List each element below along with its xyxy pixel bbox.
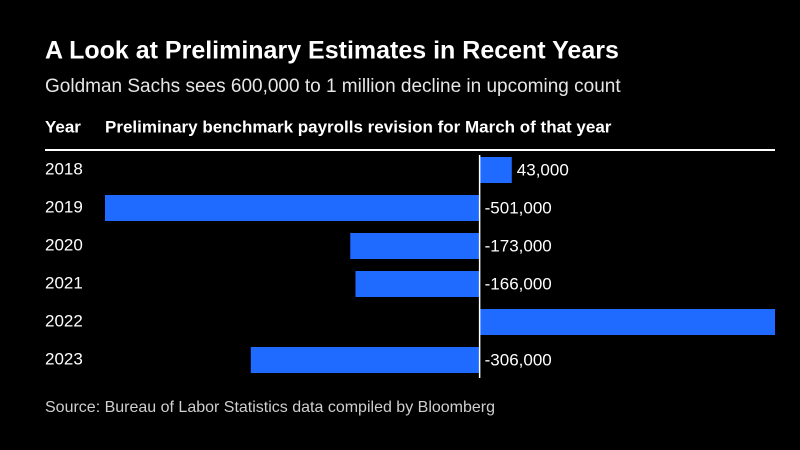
bar bbox=[105, 195, 480, 221]
value-label: -306,000 bbox=[485, 350, 552, 369]
chart-subtitle: Goldman Sachs sees 600,000 to 1 million … bbox=[45, 76, 621, 97]
category-header: Year bbox=[45, 117, 81, 136]
bar bbox=[355, 271, 480, 297]
bar bbox=[250, 347, 480, 373]
bar bbox=[479, 157, 512, 183]
value-label: -173,000 bbox=[485, 236, 552, 255]
value-label: -501,000 bbox=[485, 198, 552, 217]
y-tick-label: 2023 bbox=[45, 349, 83, 368]
bar bbox=[479, 309, 775, 335]
y-tick-label: 2020 bbox=[45, 235, 83, 254]
source-note: Source: Bureau of Labor Statistics data … bbox=[45, 399, 495, 416]
y-tick-label: 2018 bbox=[45, 159, 83, 178]
chart-title: A Look at Preliminary Estimates in Recen… bbox=[45, 37, 619, 65]
y-tick-label: 2021 bbox=[45, 273, 83, 292]
value-label: 43,000 bbox=[517, 160, 569, 179]
value-label: -166,000 bbox=[485, 274, 552, 293]
y-tick-label: 2022 bbox=[45, 311, 83, 330]
value-header: Preliminary benchmark payrolls revision … bbox=[105, 117, 612, 136]
bar bbox=[350, 233, 480, 259]
bars bbox=[105, 157, 775, 373]
y-tick-label: 2019 bbox=[45, 197, 83, 216]
